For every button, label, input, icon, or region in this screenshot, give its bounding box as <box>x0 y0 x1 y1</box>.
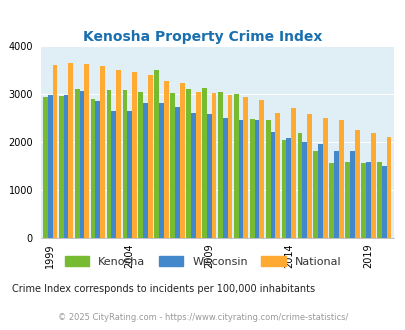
Bar <box>297 133 302 238</box>
Bar <box>386 137 390 238</box>
Bar <box>79 91 84 238</box>
Bar <box>370 133 375 238</box>
Bar <box>43 97 48 238</box>
Bar <box>107 90 111 238</box>
Bar <box>249 119 254 238</box>
Bar <box>227 94 232 238</box>
Bar <box>217 92 222 238</box>
Bar <box>100 66 105 238</box>
Bar <box>159 103 164 238</box>
Bar <box>75 89 79 238</box>
Bar <box>322 118 327 238</box>
Bar <box>318 144 322 238</box>
Text: Crime Index corresponds to incidents per 100,000 inhabitants: Crime Index corresponds to incidents per… <box>12 284 315 294</box>
Bar <box>127 111 132 238</box>
Bar <box>154 70 159 238</box>
Bar <box>84 64 89 238</box>
Bar <box>148 75 152 238</box>
Bar <box>233 94 238 238</box>
Bar <box>354 130 359 238</box>
Bar <box>344 162 349 238</box>
Bar <box>64 95 68 238</box>
Bar <box>68 63 73 238</box>
Bar <box>306 114 311 238</box>
Bar <box>132 72 136 238</box>
Bar <box>349 151 354 238</box>
Bar <box>360 163 365 238</box>
Bar <box>365 161 370 238</box>
Bar <box>52 65 57 238</box>
Bar <box>328 163 333 238</box>
Bar <box>59 96 64 238</box>
Bar <box>175 107 179 238</box>
Bar <box>381 166 386 238</box>
Bar <box>254 120 259 238</box>
Bar <box>313 151 318 238</box>
Bar <box>202 88 207 238</box>
Bar <box>195 92 200 238</box>
Text: Kenosha Property Crime Index: Kenosha Property Crime Index <box>83 30 322 44</box>
Bar <box>302 142 306 238</box>
Bar <box>190 113 195 238</box>
Bar <box>111 111 116 238</box>
Bar <box>270 132 275 238</box>
Bar <box>170 93 175 238</box>
Bar <box>164 81 168 238</box>
Bar <box>238 120 243 238</box>
Bar <box>243 97 247 238</box>
Bar <box>186 89 190 238</box>
Bar <box>95 101 100 238</box>
Bar <box>90 99 95 238</box>
Bar <box>281 140 286 238</box>
Bar <box>259 100 264 238</box>
Bar <box>207 114 211 238</box>
Bar <box>222 118 227 238</box>
Bar <box>286 138 290 238</box>
Bar <box>116 70 121 238</box>
Bar <box>211 93 216 238</box>
Text: © 2025 CityRating.com - https://www.cityrating.com/crime-statistics/: © 2025 CityRating.com - https://www.city… <box>58 313 347 322</box>
Bar <box>376 162 381 238</box>
Bar <box>179 83 184 238</box>
Bar <box>48 95 52 238</box>
Bar <box>338 120 343 238</box>
Bar <box>265 120 270 238</box>
Legend: Kenosha, Wisconsin, National: Kenosha, Wisconsin, National <box>60 251 345 271</box>
Bar <box>143 103 148 238</box>
Bar <box>138 92 143 238</box>
Bar <box>290 108 295 238</box>
Bar <box>122 90 127 238</box>
Bar <box>333 150 338 238</box>
Bar <box>275 113 279 238</box>
